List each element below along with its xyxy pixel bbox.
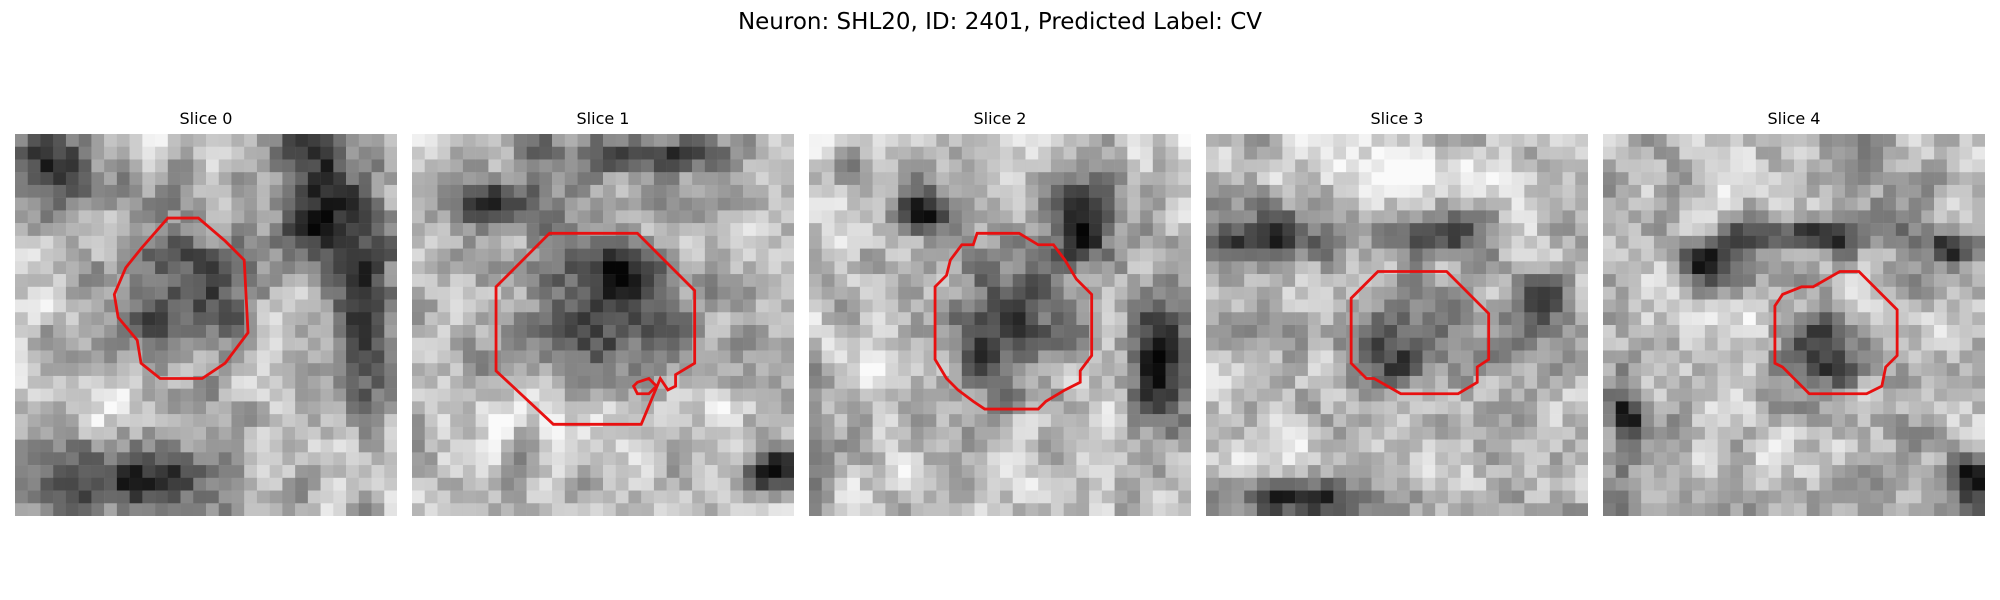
slice-image <box>412 134 794 516</box>
slice-title: Slice 4 <box>1767 109 1821 128</box>
contour-outline <box>1349 270 1491 396</box>
slice-panel-2: Slice 2 <box>809 108 1191 516</box>
slice-panel-3: Slice 3 <box>1206 108 1588 516</box>
slice-panel-0: Slice 0 <box>15 108 397 516</box>
slice-image <box>1603 134 1985 516</box>
contour-outline <box>494 231 697 426</box>
slice-title: Slice 1 <box>576 109 630 128</box>
slice-panel-1: Slice 1 <box>412 108 794 516</box>
slice-image <box>1206 134 1588 516</box>
contour-outline <box>112 216 250 380</box>
slice-title: Slice 2 <box>973 109 1027 128</box>
figure-title: Neuron: SHL20, ID: 2401, Predicted Label… <box>737 9 1263 35</box>
slice-panel-4: Slice 4 <box>1603 108 1985 516</box>
contour-outline <box>1773 270 1899 396</box>
slice-image <box>809 134 1191 516</box>
slice-image <box>15 134 397 516</box>
slice-title: Slice 3 <box>1370 109 1424 128</box>
contour-outline <box>933 231 1094 411</box>
slice-title: Slice 0 <box>179 109 233 128</box>
contour-outline-small <box>631 376 659 396</box>
